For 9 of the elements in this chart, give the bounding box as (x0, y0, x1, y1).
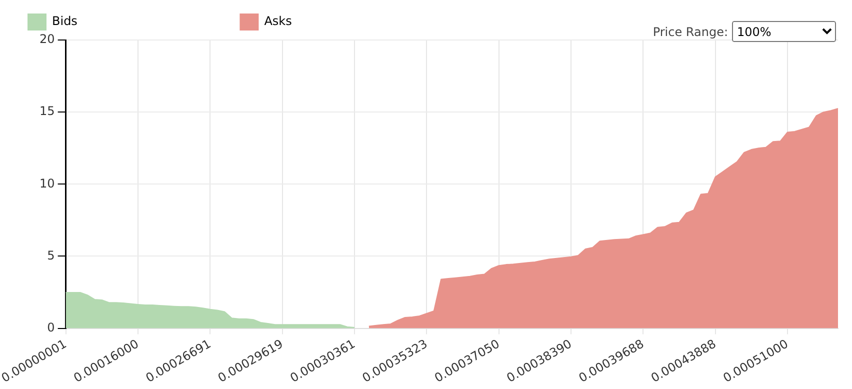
price-range-select: 100% (732, 21, 836, 42)
legend-label: Asks (264, 14, 441, 28)
y-tick-label: 10 (40, 176, 55, 190)
y-tick-label: 15 (40, 104, 55, 118)
y-tick-label: 5 (47, 248, 55, 262)
y-tick-label: 0 (47, 320, 55, 334)
y-tick-label: 20 (40, 32, 55, 46)
text: Price Range: (652, 24, 728, 38)
legend-label: Bids (52, 14, 226, 28)
